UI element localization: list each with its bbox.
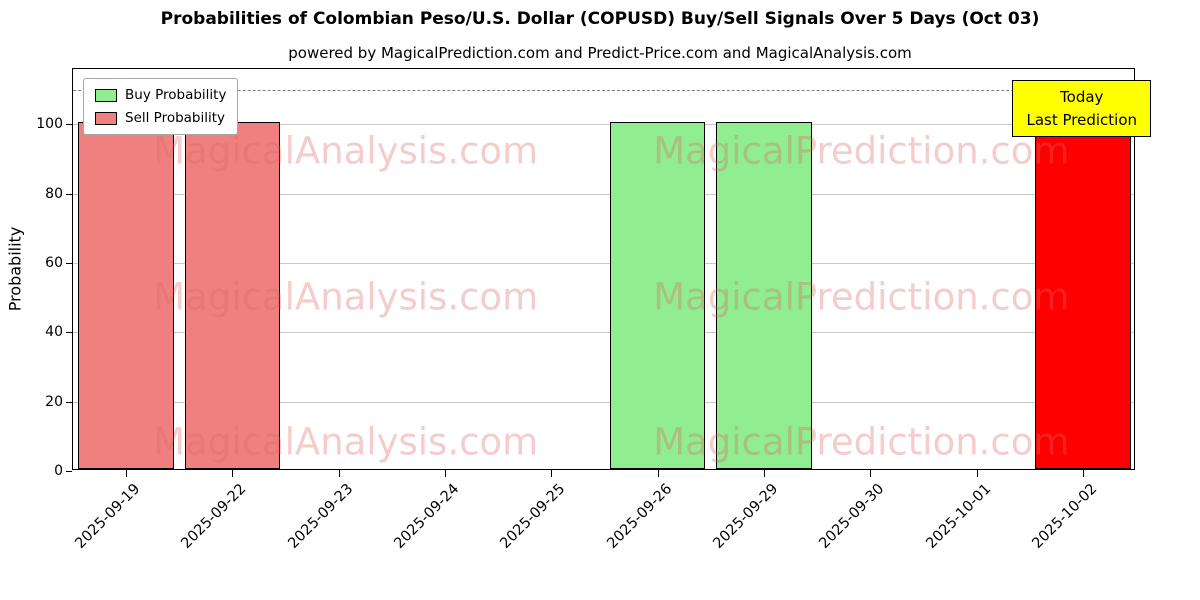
dashed-threshold-line	[73, 89, 1134, 91]
x-tick-label: 2025-09-30	[816, 481, 888, 552]
y-tick-mark	[66, 124, 72, 126]
gridline	[73, 124, 1134, 126]
x-tick-label: 2025-09-29	[710, 481, 782, 552]
y-tick-label: 60	[45, 255, 63, 272]
y-tick-mark	[66, 471, 72, 472]
chart-subtitle: powered by MagicalPrediction.com and Pre…	[288, 44, 912, 62]
x-tick-mark	[976, 470, 978, 477]
chart-title: Probabilities of Colombian Peso/U.S. Dol…	[160, 9, 1040, 29]
plot-area: Probability Days Buy Probability Sell Pr…	[6, 68, 1151, 552]
legend-entry-sell: Sell Probability	[95, 110, 226, 126]
bar-2025-09-26	[609, 122, 706, 469]
y-tick-mark	[66, 193, 72, 195]
legend-label-sell: Sell Probability	[125, 110, 226, 126]
x-tick-label: 2025-09-26	[604, 481, 675, 552]
bar-2025-10-02	[1035, 87, 1131, 469]
today-annotation-line1: Today	[1060, 88, 1104, 106]
legend: Buy Probability Sell Probability	[83, 78, 239, 135]
x-tick-mark	[1082, 470, 1084, 477]
bar-2025-09-19	[78, 122, 174, 469]
x-tick-mark	[445, 470, 447, 477]
gridline	[73, 401, 1134, 403]
x-tick-label: 2025-09-23	[285, 481, 357, 552]
y-tick-label: 40	[45, 324, 63, 341]
bar-2025-09-22	[184, 122, 281, 469]
gridline	[73, 263, 1134, 265]
gridline	[73, 193, 1134, 195]
sell-swatch-icon	[95, 111, 117, 125]
y-axis-label: Probability	[5, 226, 25, 312]
x-tick-label: 2025-09-25	[497, 481, 569, 552]
y-tick-mark	[66, 263, 72, 265]
buy-swatch-icon	[95, 88, 117, 102]
legend-label-buy: Buy Probability	[125, 87, 227, 103]
x-tick-label: 2025-09-22	[178, 481, 250, 552]
bar-2025-09-29	[716, 122, 812, 469]
x-tick-label: 2025-09-19	[72, 481, 144, 552]
y-tick-label: 0	[54, 463, 63, 479]
today-annotation-line2: Last Prediction	[1026, 110, 1137, 129]
x-tick-mark	[763, 470, 765, 477]
x-tick-mark	[126, 470, 128, 477]
x-tick-label: 2025-09-24	[391, 481, 463, 552]
x-tick-mark	[551, 470, 553, 477]
y-tick-label: 100	[36, 116, 63, 133]
x-tick-mark	[657, 470, 659, 477]
x-tick-label: 2025-10-02	[1029, 481, 1101, 552]
x-tick-mark	[232, 470, 234, 477]
y-tick-mark	[66, 332, 72, 334]
x-tick-mark	[338, 470, 340, 477]
y-tick-mark	[66, 401, 72, 403]
y-tick-label: 80	[45, 185, 63, 202]
today-annotation: Today Last Prediction	[1012, 80, 1151, 137]
legend-entry-buy: Buy Probability	[95, 87, 226, 103]
y-tick-label: 20	[45, 393, 63, 410]
gridline	[73, 332, 1134, 334]
x-tick-mark	[870, 470, 872, 477]
x-tick-label: 2025-10-01	[922, 481, 994, 552]
